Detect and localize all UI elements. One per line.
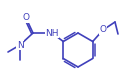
Text: N: N bbox=[17, 40, 23, 50]
Text: O: O bbox=[23, 13, 30, 22]
Text: NH: NH bbox=[45, 28, 59, 38]
Text: O: O bbox=[99, 26, 106, 34]
